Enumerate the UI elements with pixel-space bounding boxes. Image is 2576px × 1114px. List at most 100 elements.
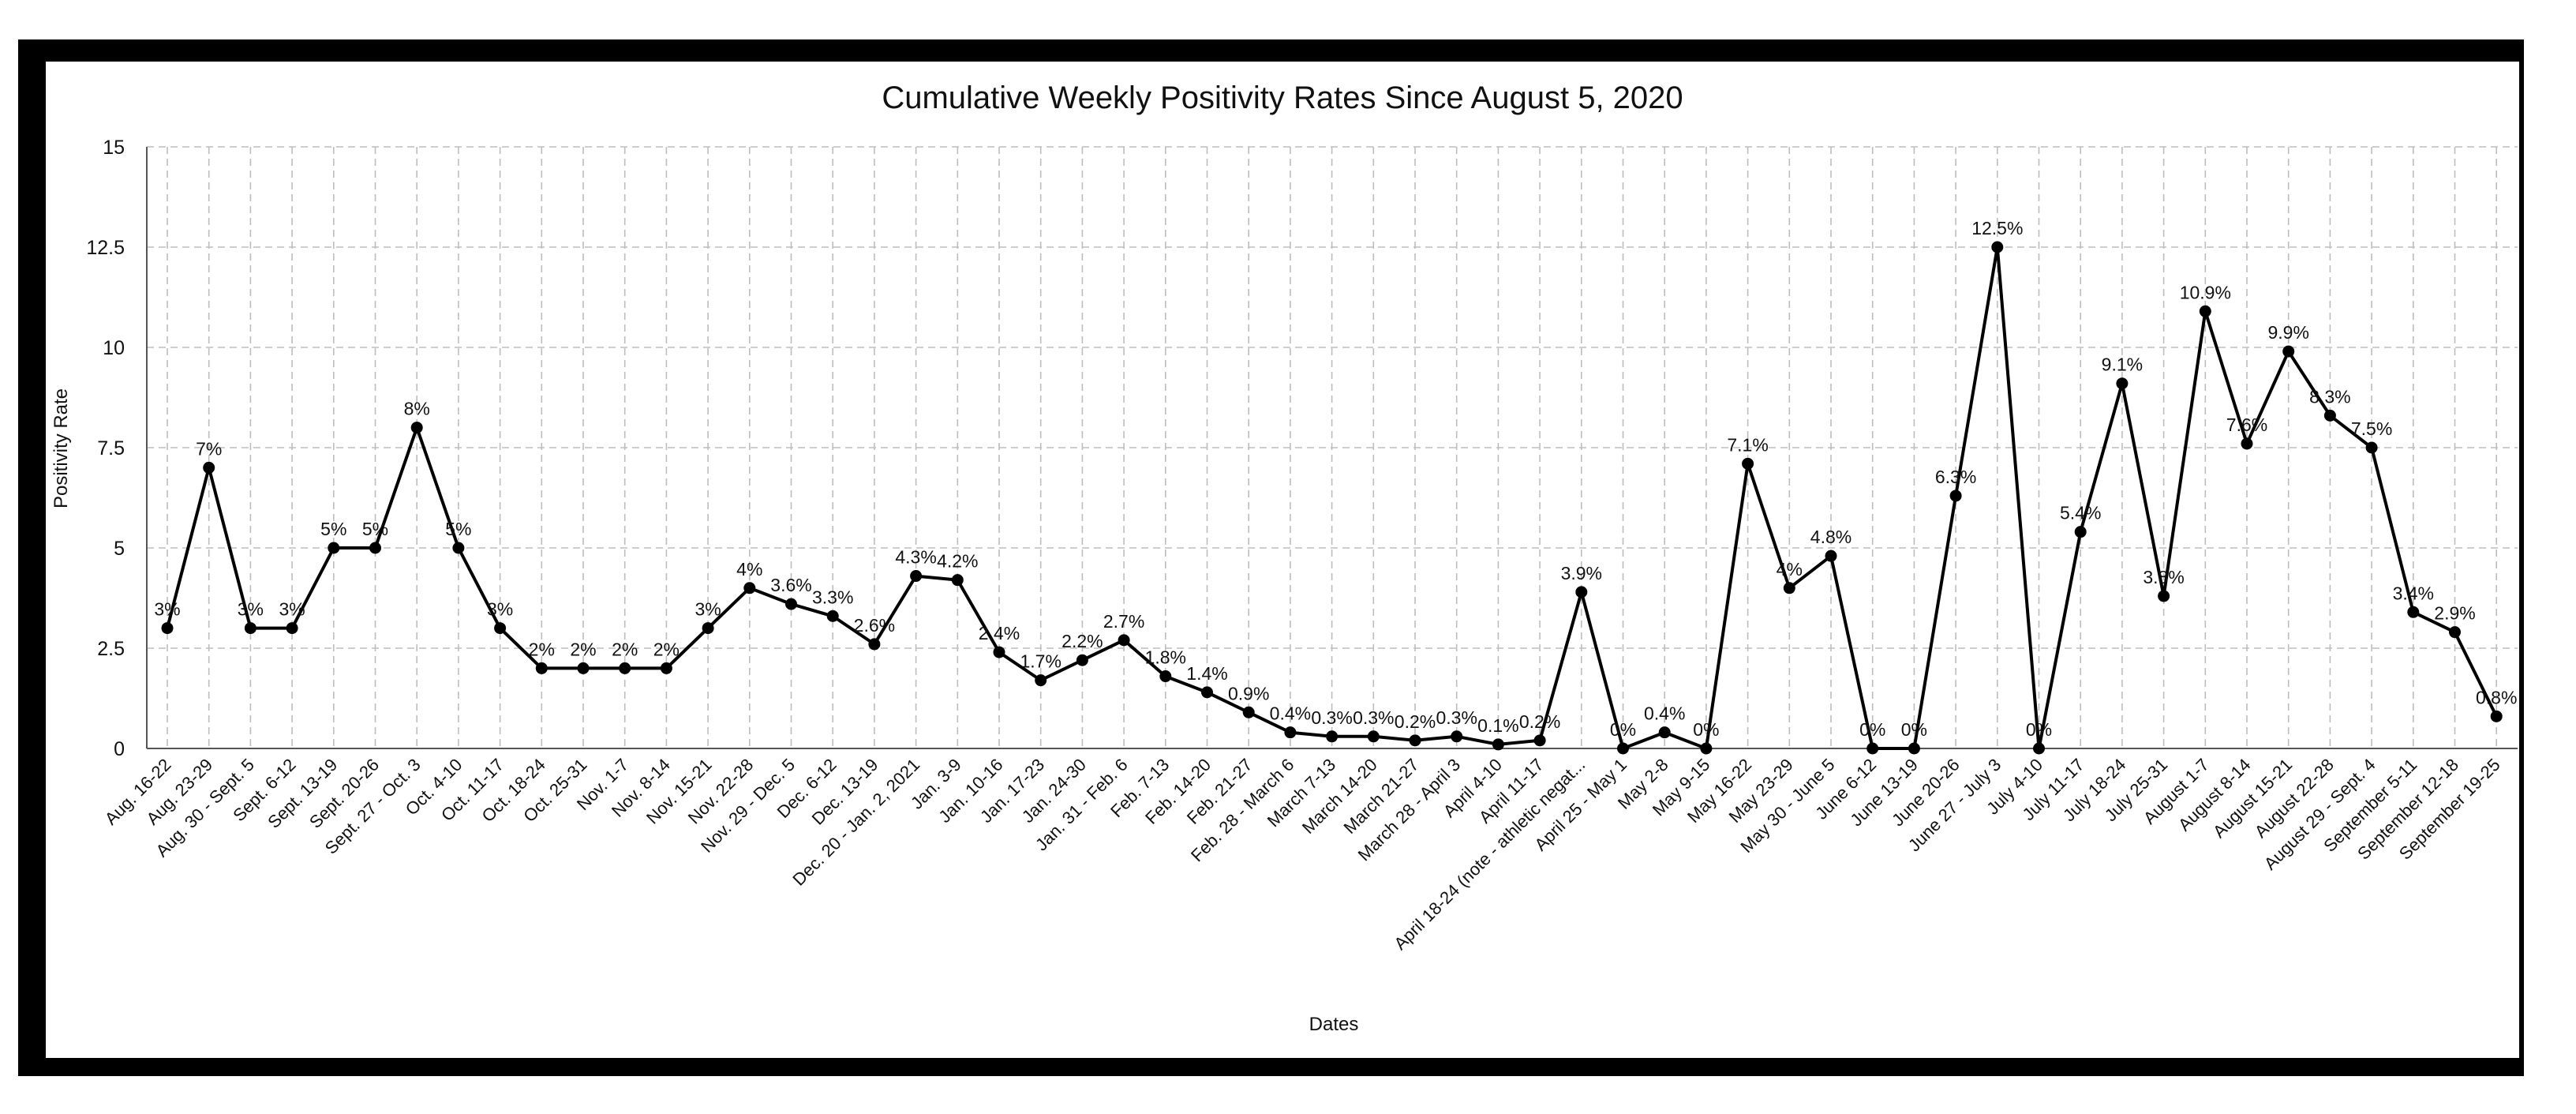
data-point: [2199, 305, 2211, 317]
data-point: [868, 638, 881, 651]
data-label: 3%: [695, 599, 721, 620]
data-label: 8.3%: [2309, 386, 2350, 407]
data-point: [1658, 726, 1671, 739]
data-label: 1.4%: [1186, 663, 1227, 684]
data-point: [1284, 726, 1297, 739]
data-point: [1575, 586, 1588, 598]
data-label: 0%: [2026, 719, 2052, 740]
data-label: 2%: [612, 639, 638, 659]
data-point: [2490, 710, 2503, 722]
data-point: [1035, 674, 1047, 687]
data-point: [1326, 730, 1339, 743]
data-label: 3.9%: [1561, 563, 1602, 583]
data-label: 7.1%: [1727, 434, 1768, 455]
data-point: [1783, 582, 1795, 595]
data-point: [410, 422, 423, 434]
data-point: [1908, 742, 1920, 755]
data-point: [1492, 738, 1504, 751]
data-label: 3%: [238, 599, 264, 620]
data-label: 7.6%: [2226, 414, 2267, 435]
data-point: [2407, 606, 2420, 618]
data-label: 7.5%: [2351, 418, 2392, 439]
data-point: [452, 542, 465, 554]
data-point: [1617, 742, 1629, 755]
data-point: [2116, 377, 2129, 390]
data-label: 3%: [154, 599, 180, 620]
data-point: [619, 662, 631, 674]
data-point: [993, 646, 1005, 658]
data-point: [1159, 670, 1172, 683]
data-label: 0%: [1901, 719, 1927, 740]
data-point: [2449, 626, 2461, 639]
chart-area: [46, 62, 2519, 1058]
data-label: 3.6%: [770, 575, 811, 595]
data-label: 5%: [362, 519, 388, 539]
data-label: 3.4%: [2393, 583, 2434, 603]
data-label: 0%: [1610, 719, 1636, 740]
data-label: 3.3%: [812, 587, 853, 607]
data-point: [1242, 706, 1255, 718]
data-label: 4%: [736, 559, 762, 580]
data-point: [910, 570, 923, 583]
data-point: [951, 574, 964, 587]
data-label: 0.2%: [1519, 711, 1560, 732]
data-label: 2.2%: [1061, 631, 1103, 651]
data-label: 2.6%: [854, 615, 895, 636]
data-point: [2158, 590, 2170, 602]
data-label: 0.4%: [1270, 703, 1311, 724]
data-label: 3.8%: [2143, 567, 2184, 587]
data-label: 4.8%: [1810, 527, 1852, 547]
data-label: 1.7%: [1020, 651, 1061, 672]
data-label: 8%: [404, 399, 430, 419]
data-label: 0%: [1859, 719, 1885, 740]
data-point: [1409, 734, 1421, 747]
data-label: 0.3%: [1436, 707, 1477, 728]
data-label: 7%: [196, 438, 222, 459]
y-axis-title: Positivity Rate: [51, 388, 72, 508]
data-label: 2.4%: [979, 623, 1020, 643]
data-label: 2%: [570, 639, 596, 659]
data-point: [785, 598, 797, 610]
data-label: 4.3%: [895, 547, 936, 568]
data-point: [1825, 549, 1837, 562]
data-point: [826, 610, 839, 622]
data-point: [494, 622, 507, 635]
data-label: 0.2%: [1395, 711, 1436, 732]
y-tick-labels: 0 2.5 5 7.5 10 12.5 15: [86, 137, 125, 760]
data-point: [244, 622, 256, 635]
y-tick-label: 12.5: [86, 237, 125, 259]
data-label: 3%: [279, 599, 305, 620]
markers: [161, 241, 2503, 755]
y-tick-label: 0: [114, 738, 125, 760]
chart-title: Cumulative Weekly Positivity Rates Since…: [882, 81, 1683, 115]
data-point: [1991, 241, 2004, 253]
data-point: [660, 662, 672, 674]
data-point: [2365, 441, 2378, 454]
data-point: [1201, 686, 1213, 699]
data-point: [702, 622, 714, 635]
data-label: 2.9%: [2434, 603, 2475, 624]
y-tick-label: 2.5: [97, 638, 125, 660]
data-point: [203, 461, 215, 474]
y-tick-label: 10: [103, 337, 125, 359]
data-label: 1.8%: [1145, 647, 1186, 668]
data-label: 0.8%: [2476, 687, 2517, 707]
data-label: 0.9%: [1228, 683, 1269, 703]
data-point: [328, 542, 340, 554]
data-point: [1700, 742, 1713, 755]
data-label: 6.3%: [1935, 467, 1976, 487]
data-label: 2%: [653, 639, 680, 659]
data-label: 9.1%: [2102, 354, 2143, 375]
data-label: 9.9%: [2267, 322, 2308, 343]
data-point: [1367, 730, 1380, 743]
data-point: [1742, 457, 1754, 470]
data-point: [1866, 742, 1879, 755]
data-label: 3%: [487, 599, 513, 620]
data-point: [535, 662, 548, 674]
x-axis-title: Dates: [1309, 1014, 1359, 1035]
data-point: [161, 622, 174, 635]
data-point: [1949, 489, 1962, 502]
data-point: [2241, 437, 2253, 450]
data-point: [577, 662, 590, 674]
